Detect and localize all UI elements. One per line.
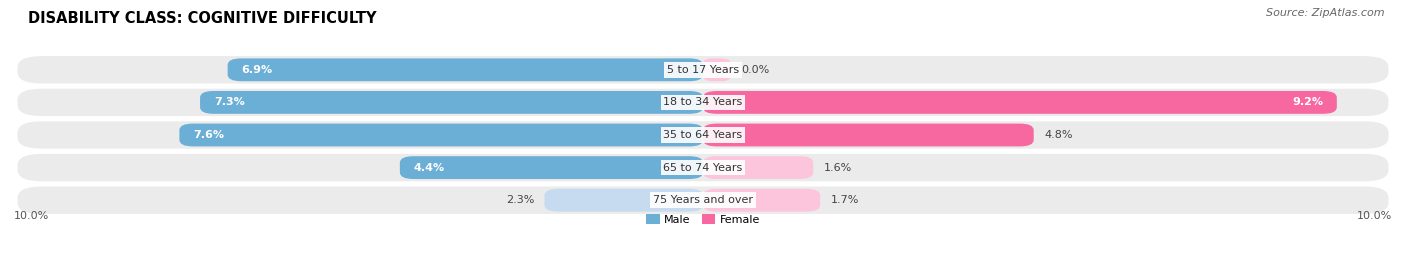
FancyBboxPatch shape xyxy=(703,156,813,179)
FancyBboxPatch shape xyxy=(17,154,1389,181)
FancyBboxPatch shape xyxy=(703,58,731,81)
Text: 9.2%: 9.2% xyxy=(1292,97,1323,107)
Text: 1.6%: 1.6% xyxy=(824,163,852,173)
FancyBboxPatch shape xyxy=(544,189,703,212)
Text: 75 Years and over: 75 Years and over xyxy=(652,195,754,205)
FancyBboxPatch shape xyxy=(200,91,703,114)
FancyBboxPatch shape xyxy=(180,124,703,146)
FancyBboxPatch shape xyxy=(17,89,1389,116)
Text: 4.8%: 4.8% xyxy=(1045,130,1073,140)
Text: 35 to 64 Years: 35 to 64 Years xyxy=(664,130,742,140)
Text: 5 to 17 Years: 5 to 17 Years xyxy=(666,65,740,75)
Text: 65 to 74 Years: 65 to 74 Years xyxy=(664,163,742,173)
Legend: Male, Female: Male, Female xyxy=(641,210,765,230)
Text: 4.4%: 4.4% xyxy=(413,163,444,173)
Text: 0.0%: 0.0% xyxy=(741,65,769,75)
Text: 18 to 34 Years: 18 to 34 Years xyxy=(664,97,742,107)
FancyBboxPatch shape xyxy=(703,91,1337,114)
Text: 1.7%: 1.7% xyxy=(831,195,859,205)
Text: 10.0%: 10.0% xyxy=(14,211,49,221)
FancyBboxPatch shape xyxy=(703,124,1033,146)
FancyBboxPatch shape xyxy=(399,156,703,179)
Text: 7.6%: 7.6% xyxy=(193,130,224,140)
Text: DISABILITY CLASS: COGNITIVE DIFFICULTY: DISABILITY CLASS: COGNITIVE DIFFICULTY xyxy=(28,11,377,26)
Text: 10.0%: 10.0% xyxy=(1357,211,1392,221)
Text: 2.3%: 2.3% xyxy=(506,195,534,205)
FancyBboxPatch shape xyxy=(703,189,820,212)
FancyBboxPatch shape xyxy=(17,187,1389,214)
FancyBboxPatch shape xyxy=(228,58,703,81)
Text: Source: ZipAtlas.com: Source: ZipAtlas.com xyxy=(1267,8,1385,18)
FancyBboxPatch shape xyxy=(17,121,1389,149)
Text: 7.3%: 7.3% xyxy=(214,97,245,107)
FancyBboxPatch shape xyxy=(17,56,1389,83)
Text: 6.9%: 6.9% xyxy=(242,65,273,75)
